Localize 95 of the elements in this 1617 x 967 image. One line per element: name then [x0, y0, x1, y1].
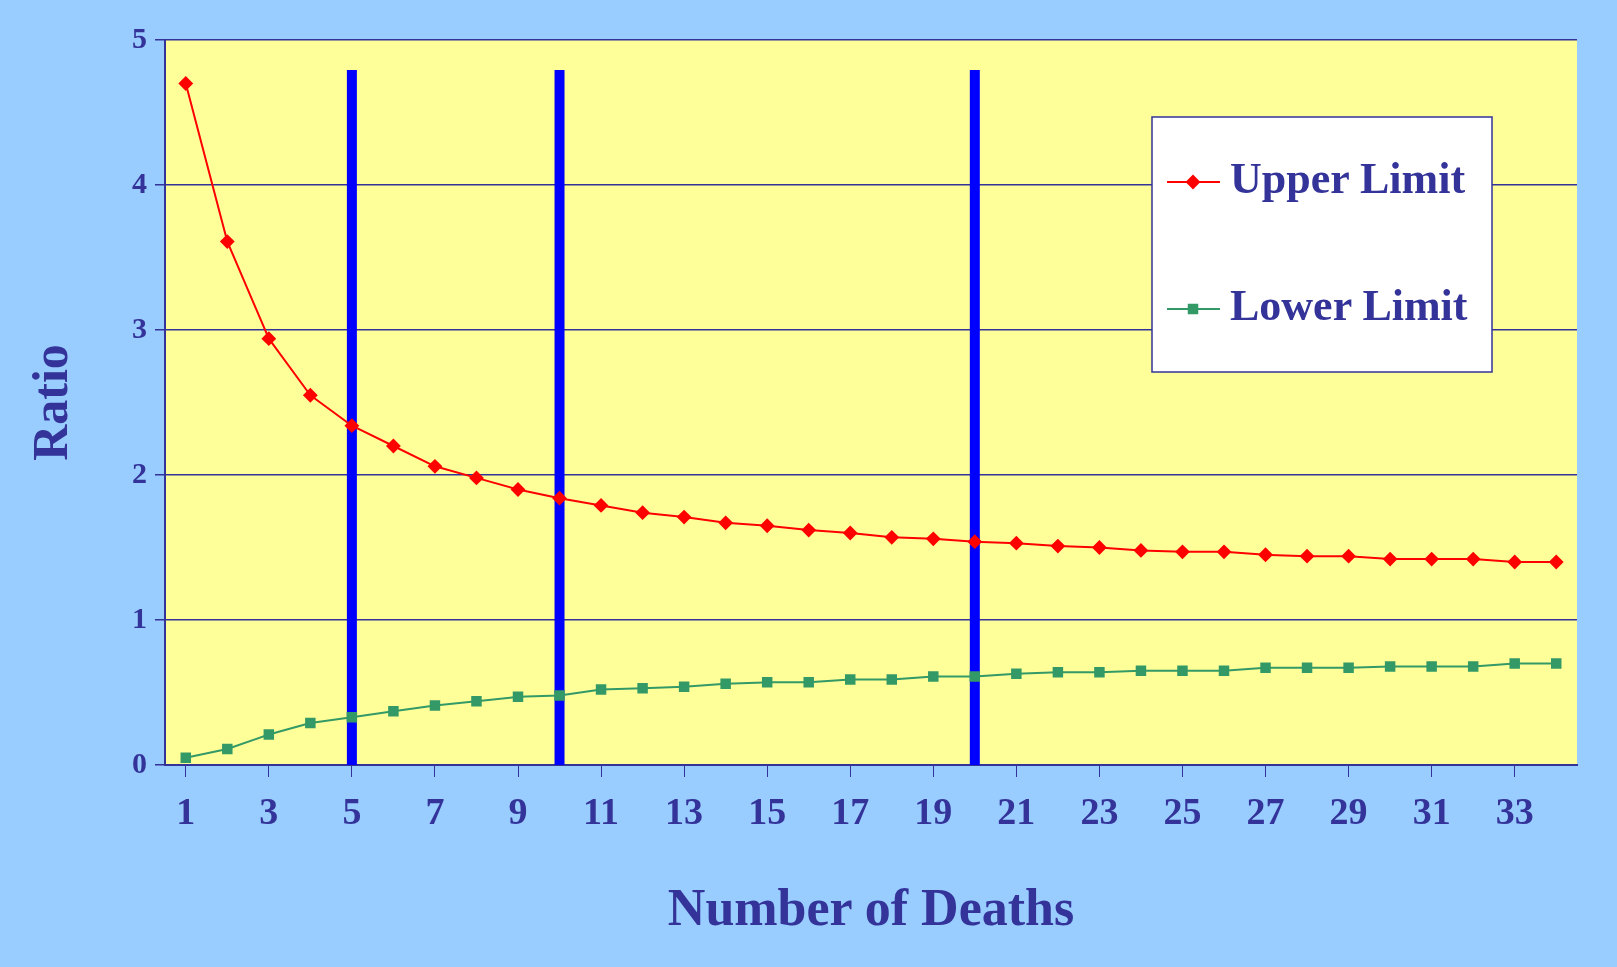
point	[843, 526, 858, 540]
point	[761, 677, 773, 688]
point	[1300, 549, 1315, 564]
point	[1383, 552, 1398, 567]
x-tick-label: 17	[831, 789, 870, 832]
x-tick-label: 31	[1412, 789, 1451, 832]
point	[427, 459, 442, 474]
point	[305, 717, 316, 729]
x-tick-label: 25	[1163, 789, 1202, 832]
point	[926, 531, 941, 546]
point	[1549, 555, 1564, 569]
point	[263, 729, 275, 740]
point	[1092, 540, 1107, 555]
point	[1467, 661, 1479, 672]
x-tick-label: 13	[665, 789, 704, 832]
point	[884, 530, 899, 545]
point	[1343, 662, 1354, 674]
point	[635, 505, 650, 520]
point	[1341, 549, 1356, 564]
point	[222, 743, 233, 755]
y-axis-title: Ratio	[21, 344, 78, 461]
x-tick-label: 21	[997, 789, 1036, 832]
point	[718, 515, 733, 530]
point	[1009, 536, 1024, 551]
point	[1466, 552, 1481, 567]
point	[967, 534, 982, 549]
point	[220, 234, 235, 249]
point	[1175, 544, 1190, 559]
point	[928, 671, 939, 682]
point	[1135, 665, 1147, 676]
point	[261, 331, 276, 346]
point	[178, 76, 193, 91]
point	[554, 690, 565, 701]
x-tick-label: 19	[914, 789, 953, 832]
x-tick-label: 29	[1329, 789, 1368, 832]
point	[386, 439, 401, 453]
point	[1011, 668, 1022, 679]
point	[803, 677, 814, 688]
y-tick-label: 5	[132, 20, 147, 54]
x-tick-label: 5	[342, 789, 362, 832]
point	[886, 674, 898, 685]
point	[471, 695, 482, 707]
x-tick-label: 23	[1080, 789, 1119, 832]
point	[1218, 665, 1230, 676]
point	[344, 418, 359, 433]
point	[1424, 552, 1439, 567]
x-tick-label: 9	[508, 789, 528, 832]
point	[1052, 666, 1064, 678]
point	[512, 691, 524, 703]
point	[844, 674, 856, 685]
point	[552, 491, 567, 506]
point	[511, 482, 525, 497]
point	[1301, 662, 1313, 674]
point	[1217, 544, 1231, 559]
y-tick-label: 1	[132, 600, 147, 634]
x-axis-title: Number of Deaths	[667, 879, 1075, 937]
x-tick-label: 33	[1495, 789, 1534, 832]
point	[637, 682, 648, 694]
point	[180, 752, 192, 763]
point	[1550, 658, 1562, 669]
y-tick-label: 2	[132, 455, 147, 489]
x-tick-label: 11	[583, 789, 620, 832]
point	[595, 684, 607, 695]
legend-label: Upper Limit	[1230, 154, 1466, 204]
y-tick-label: 4	[132, 165, 147, 199]
point	[1260, 662, 1271, 674]
point	[801, 523, 816, 538]
point	[1094, 666, 1105, 678]
legend-label: Lower Limit	[1230, 281, 1468, 331]
point	[678, 681, 690, 692]
x-tick-label: 7	[425, 789, 445, 832]
point	[1507, 555, 1522, 569]
point	[429, 700, 441, 711]
x-tick-label: 3	[259, 789, 279, 832]
x-tick-label: 27	[1246, 789, 1285, 832]
point	[1133, 543, 1148, 558]
x-tick-label: 1	[176, 789, 196, 832]
point	[760, 518, 775, 533]
point	[1177, 665, 1188, 676]
point	[594, 498, 609, 513]
point	[720, 678, 731, 690]
point	[1426, 661, 1437, 672]
point	[969, 671, 981, 682]
y-tick-label: 3	[132, 310, 147, 344]
point	[1258, 547, 1273, 562]
x-tick-label: 15	[748, 789, 787, 832]
point	[303, 388, 318, 403]
point	[346, 711, 358, 723]
point	[388, 706, 399, 717]
y-tick-label: 0	[132, 745, 147, 779]
point	[677, 510, 692, 525]
point	[1384, 661, 1396, 672]
point	[469, 470, 484, 485]
point	[1509, 658, 1520, 669]
point	[1050, 539, 1065, 554]
